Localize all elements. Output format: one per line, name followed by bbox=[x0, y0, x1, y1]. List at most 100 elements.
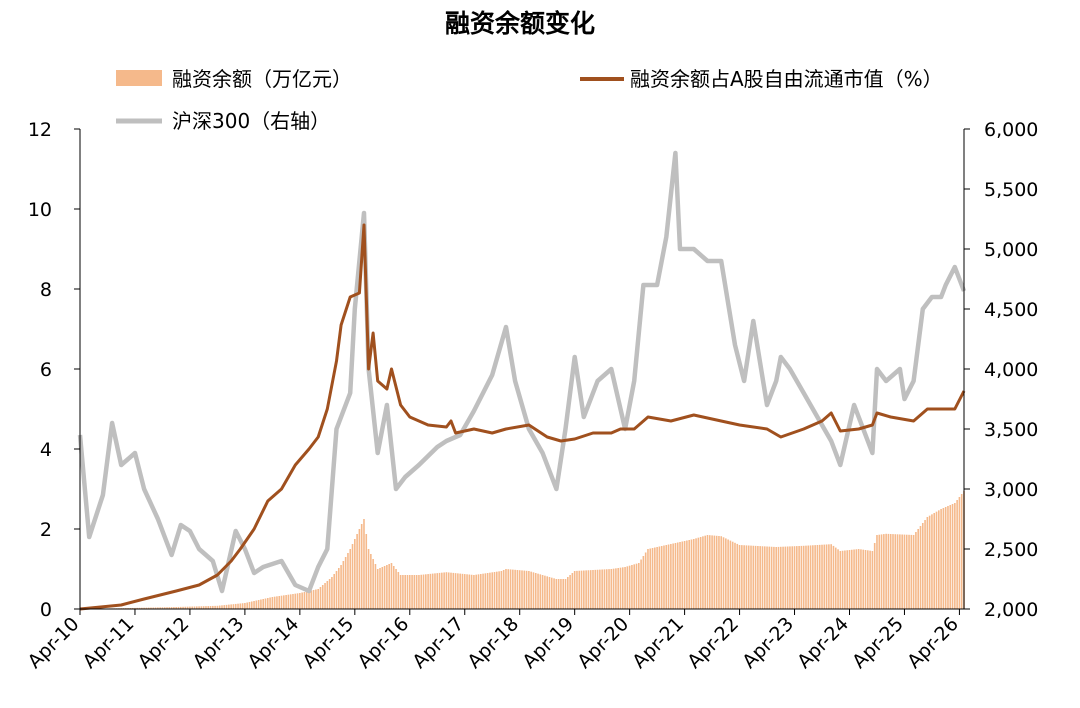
margin-balance-bar bbox=[830, 544, 832, 609]
margin-balance-bar bbox=[777, 546, 780, 609]
margin-balance-bar bbox=[731, 541, 734, 609]
margin-balance-bar bbox=[207, 606, 210, 609]
margin-balance-bar bbox=[743, 545, 745, 609]
margin-balance-bar bbox=[418, 575, 420, 609]
margin-balance-bar bbox=[218, 605, 221, 609]
margin-balance-bar bbox=[292, 594, 294, 609]
margin-balance-bar bbox=[702, 536, 704, 609]
margin-balance-bar bbox=[514, 569, 516, 609]
margin-balance-bar bbox=[447, 572, 450, 609]
margin-balance-bar bbox=[759, 546, 761, 609]
margin-balance-bar bbox=[347, 553, 349, 609]
margin-balance-bar bbox=[509, 569, 512, 609]
margin-balance-bar bbox=[688, 540, 690, 609]
x-tick-label: Apr-26 bbox=[903, 613, 963, 673]
margin-balance-bar bbox=[445, 572, 448, 609]
margin-balance-bar bbox=[253, 601, 255, 609]
margin-balance-bar bbox=[285, 595, 287, 609]
margin-balance-bar bbox=[573, 571, 576, 609]
margin-balance-bar bbox=[390, 563, 393, 609]
margin-balance-bar bbox=[585, 570, 587, 609]
margin-balance-bar bbox=[154, 607, 157, 609]
x-tick-label: Apr-12 bbox=[134, 613, 194, 673]
margin-balance-bar bbox=[212, 605, 214, 609]
margin-balance-bar bbox=[134, 607, 136, 609]
margin-balance-bar bbox=[248, 602, 251, 609]
margin-balance-bar bbox=[250, 601, 253, 609]
margin-balance-bar bbox=[237, 603, 239, 609]
margin-balance-bar bbox=[949, 505, 952, 609]
margin-balance-bar bbox=[534, 573, 537, 609]
legend-label-margin-balance: 融资余额（万亿元） bbox=[172, 67, 352, 91]
margin-balance-bar bbox=[473, 575, 475, 609]
margin-balance-bar bbox=[289, 594, 292, 609]
margin-balance-bar bbox=[837, 549, 839, 609]
margin-balance-bar bbox=[505, 569, 507, 609]
margin-balance-bar bbox=[195, 606, 198, 609]
margin-balance-bar bbox=[273, 596, 276, 609]
margin-balance-bar bbox=[850, 549, 853, 609]
right-tick-label: 2,000 bbox=[984, 599, 1038, 621]
margin-balance-bar bbox=[496, 571, 498, 609]
margin-balance-bar bbox=[454, 573, 457, 609]
margin-balance-bar bbox=[319, 587, 322, 609]
margin-balance-bar bbox=[518, 570, 521, 609]
margin-balance-bar bbox=[869, 550, 871, 609]
margin-balance-bar bbox=[550, 577, 553, 609]
margin-balance-bar bbox=[860, 549, 862, 609]
margin-balance-bar bbox=[617, 568, 619, 609]
margin-balance-bar bbox=[619, 567, 622, 609]
x-tick-label: Apr-11 bbox=[79, 613, 139, 673]
margin-balance-bar bbox=[560, 579, 562, 609]
legend-swatch-margin-balance bbox=[116, 70, 162, 86]
margin-balance-bar bbox=[935, 511, 938, 609]
margin-balance-bar bbox=[805, 545, 807, 609]
margin-balance-bar bbox=[479, 574, 482, 609]
chart-title: 融资余额变化 bbox=[445, 9, 595, 38]
x-tick-label: Apr-23 bbox=[738, 613, 798, 673]
margin-balance-bar bbox=[317, 589, 319, 609]
csi300-line bbox=[77, 150, 967, 594]
margin-balance-bar bbox=[528, 571, 530, 609]
margin-balance-bar bbox=[770, 546, 773, 609]
margin-balance-bar bbox=[415, 575, 418, 609]
margin-balance-bar bbox=[360, 524, 363, 609]
margin-balance-bar bbox=[461, 573, 464, 609]
right-tick-label: 5,000 bbox=[984, 239, 1038, 261]
margin-balance-bar bbox=[889, 534, 892, 609]
margin-balance-bar bbox=[713, 535, 716, 609]
margin-balance-bar bbox=[615, 568, 617, 609]
margin-balance-bar bbox=[163, 607, 166, 609]
margin-balance-bar bbox=[846, 550, 849, 609]
margin-balance-bar bbox=[812, 545, 814, 609]
margin-balance-bar bbox=[232, 604, 235, 609]
margin-balance-bar bbox=[605, 569, 608, 609]
margin-balance-bar bbox=[537, 573, 539, 609]
margin-balance-bar bbox=[157, 607, 159, 609]
margin-balance-bar bbox=[789, 546, 791, 609]
margin-balance-bar bbox=[395, 569, 397, 609]
margin-balance-bar bbox=[512, 569, 514, 609]
margin-balance-bar bbox=[234, 603, 237, 609]
right-tick-label: 3,000 bbox=[984, 479, 1038, 501]
margin-balance-bar bbox=[692, 539, 695, 609]
x-tick-label: Apr-13 bbox=[189, 613, 249, 673]
margin-balance-bar bbox=[686, 540, 688, 609]
margin-balance-bar bbox=[926, 517, 929, 609]
margin-balance-bar bbox=[814, 545, 816, 609]
margin-balance-bar bbox=[544, 575, 546, 609]
margin-balance-bar bbox=[784, 546, 787, 609]
left-tick-label: 2 bbox=[40, 519, 52, 541]
margin-balance-bar bbox=[697, 537, 700, 609]
margin-balance-bar bbox=[331, 577, 333, 609]
margin-balance-bar bbox=[358, 529, 361, 609]
margin-balance-bar bbox=[947, 506, 949, 609]
margin-balance-bar bbox=[729, 540, 732, 609]
margin-balance-bar bbox=[198, 606, 200, 609]
margin-balance-bar bbox=[594, 569, 597, 609]
margin-balance-bar bbox=[539, 574, 542, 609]
margin-balance-bar bbox=[690, 539, 693, 609]
margin-balance-bar bbox=[441, 572, 443, 609]
margin-balance-bar bbox=[741, 545, 743, 609]
margin-balance-bar bbox=[876, 535, 878, 609]
